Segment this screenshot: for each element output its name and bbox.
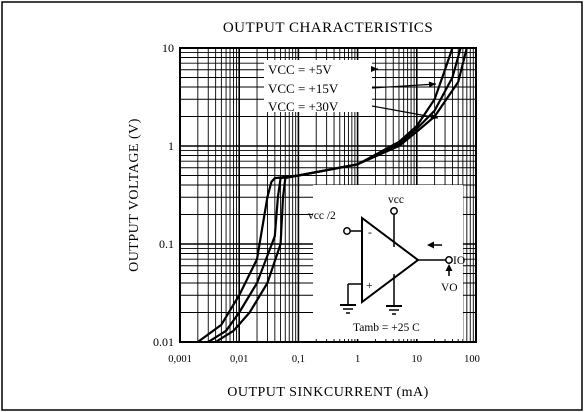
legend-background	[264, 60, 372, 112]
plus-sign: +	[366, 280, 373, 292]
x-tick-label: 0,001	[168, 354, 192, 365]
legend-label-2: VCC = +15V	[268, 81, 339, 96]
y-tick-label: 10	[162, 41, 174, 55]
test-circuit-inset: vcc vcc /2 - + IO VO Tamb = +25 C	[308, 185, 465, 339]
y-tick-label: 0.01	[153, 335, 174, 349]
legend-pointer-2	[371, 83, 437, 89]
inverting-input-terminal	[343, 227, 351, 235]
legend-label-3: VCC = +30V	[268, 99, 339, 114]
voltage-arrow-head	[445, 264, 453, 271]
supply-label: vcc	[388, 194, 404, 206]
x-tick-label: 1	[355, 354, 360, 365]
inverting-input-label: vcc /2	[308, 210, 336, 222]
temperature-label: Tamb = +25 C	[353, 322, 420, 334]
x-tick-label: 10	[412, 354, 423, 365]
output-terminal	[445, 256, 453, 264]
chart-title: OUTPUT CHARACTERISTICS	[223, 20, 433, 36]
x-tick-label: 100	[464, 354, 480, 365]
current-arrow-head	[427, 241, 434, 249]
ground-symbol-input	[340, 304, 356, 314]
x-tick-labels: 0,001 0,01 0,1 1 10 100	[168, 354, 480, 365]
legend-arrowhead-2	[428, 81, 436, 88]
output-current-label: IO	[453, 255, 465, 267]
legend-arrowhead-1	[371, 66, 378, 72]
ground-symbol-amp	[386, 305, 402, 315]
output-voltage-label: VO	[441, 282, 458, 294]
x-tick-label: 0,01	[230, 354, 248, 365]
op-amp-symbol	[361, 216, 420, 304]
legend-arrowhead-3	[430, 113, 438, 120]
y-tick-label: 0.1	[159, 237, 174, 251]
y-axis-label: OUTPUT VOLTAGE (V)	[127, 118, 142, 272]
legend-pointer-3	[371, 105, 439, 119]
y-tick-labels: 0.01 0.1 1 10	[153, 41, 174, 349]
legend-label-1: VCC = +5V	[268, 62, 332, 77]
legend: VCC = +5V VCC = +15V VCC = +30V	[264, 60, 439, 120]
supply-terminal	[390, 207, 398, 215]
x-axis-label: OUTPUT SINKCURRENT (mA)	[227, 385, 429, 400]
plot-area-border	[179, 47, 477, 343]
x-tick-label: 0,1	[292, 354, 305, 365]
y-tick-label: 1	[168, 139, 174, 153]
minus-sign: -	[368, 227, 372, 239]
